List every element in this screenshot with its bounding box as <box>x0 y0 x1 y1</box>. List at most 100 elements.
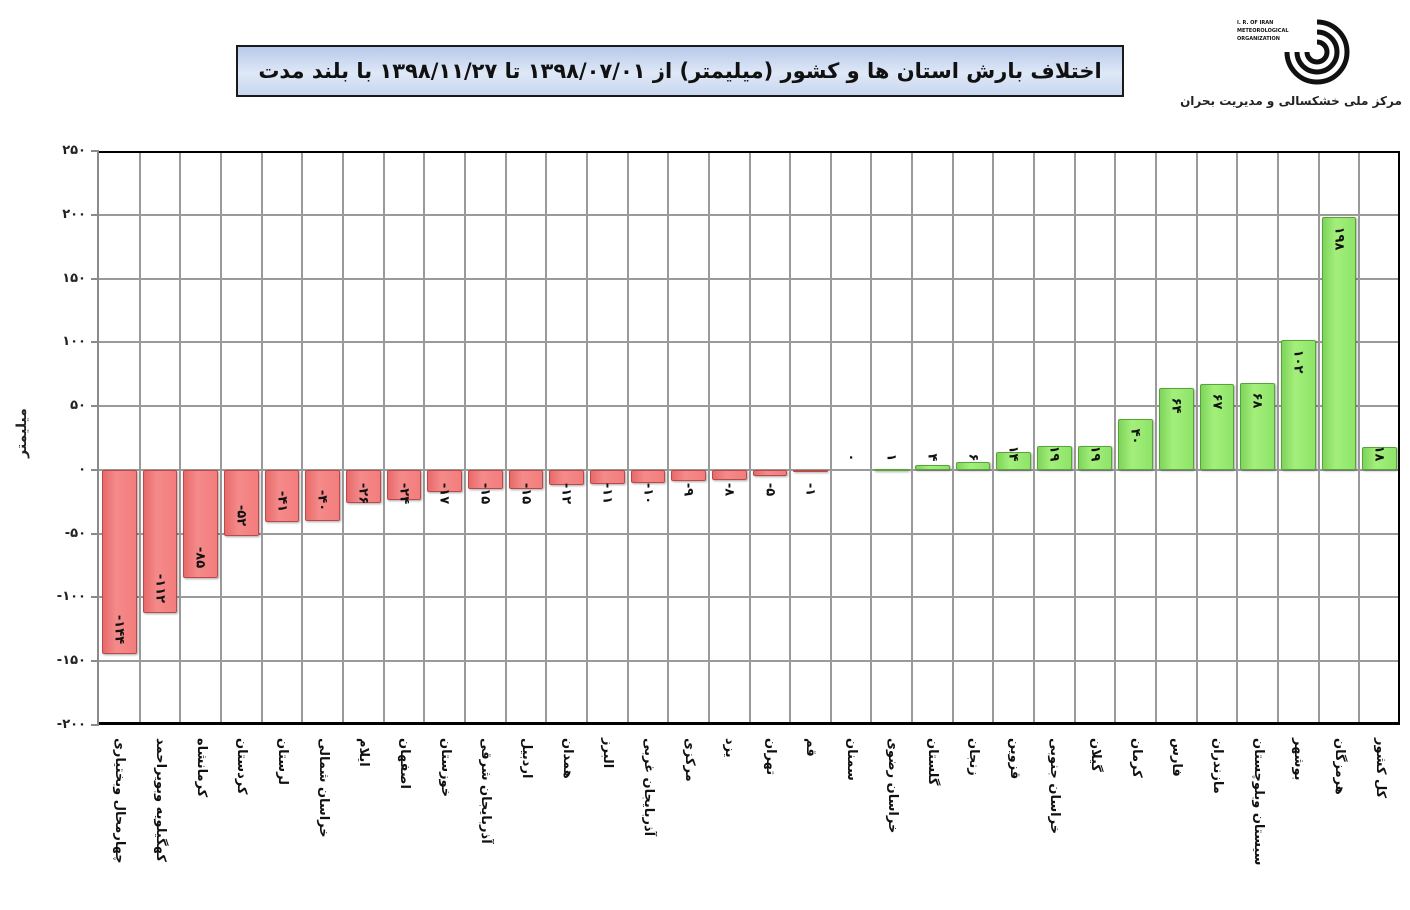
data-label: -۱۴۴ <box>111 614 127 644</box>
gridline-vertical <box>138 151 141 725</box>
bar-negative <box>671 469 706 482</box>
x-axis-category-label: ایلام <box>355 738 373 903</box>
data-label: -۱ <box>802 482 818 497</box>
bar-negative <box>305 469 340 521</box>
data-label: ۱۹ <box>1087 445 1103 462</box>
bar-positive <box>1240 383 1276 470</box>
data-label: -۱۵ <box>477 482 493 504</box>
gridline-vertical <box>260 151 263 725</box>
data-label: -۱۷ <box>436 482 452 504</box>
category-name: گیلان <box>1088 738 1104 772</box>
data-label: -۱۰ <box>640 482 656 504</box>
category-name: کرمانشاه <box>193 738 209 798</box>
category-name: قزوین <box>1006 738 1022 780</box>
bar-negative <box>142 469 178 613</box>
bar-positive <box>955 462 991 470</box>
data-label: -۱۱۲ <box>152 573 168 603</box>
gridline-vertical <box>585 151 588 725</box>
y-axis-tick-label: ۵۰ <box>70 398 86 414</box>
category-name: آذربایجان غربی <box>640 738 656 837</box>
bar-negative <box>183 469 218 579</box>
y-axis-tick-label: ۲۵۰ <box>62 143 86 158</box>
gridline-vertical <box>870 151 873 725</box>
x-axis-category-label: کهگیلویه وبویراحمد <box>152 738 170 903</box>
category-name: زنجان <box>966 738 982 776</box>
data-label: ۱۸ <box>1371 445 1387 462</box>
y-axis-tick-label: -۱۰۰ <box>56 589 86 605</box>
category-name: خراسان رضوی <box>884 738 900 834</box>
category-name: مازندران <box>1210 738 1226 794</box>
category-name: البرز <box>600 738 616 769</box>
gridline-vertical <box>1114 151 1117 725</box>
category-name: خراسان شمالی <box>315 738 331 838</box>
bar-negative <box>752 469 788 477</box>
category-name: تهران <box>762 738 778 776</box>
x-axis-category-label: گیلان <box>1087 738 1105 903</box>
category-name: خوزستان <box>437 738 453 798</box>
gridline-vertical <box>1277 151 1280 725</box>
y-axis-title: میلیمتر <box>14 408 30 458</box>
y-axis-tick-label: -۲۰۰ <box>56 717 86 732</box>
y-axis-tick <box>91 660 99 663</box>
category-name: یزد <box>722 738 738 758</box>
category-name: قم <box>803 738 819 757</box>
gridline-vertical <box>951 151 954 725</box>
x-axis-category-label: همدان <box>559 738 577 903</box>
x-axis-category-label: لرستان <box>274 738 292 903</box>
x-axis-category-label: بوشهر <box>1290 738 1308 903</box>
data-label: -۱۵ <box>518 482 534 504</box>
y-axis-tick <box>91 341 99 344</box>
gridline-vertical <box>463 151 466 725</box>
category-name: خراسان جنوبی <box>1047 738 1063 835</box>
gridline-vertical <box>748 151 751 725</box>
data-label: ۶ <box>965 453 981 462</box>
bar-negative <box>264 469 300 523</box>
data-label: -۸۵ <box>192 547 208 569</box>
bar-negative <box>427 469 462 492</box>
category-name: سیستان وبلوچستان <box>1250 738 1266 866</box>
bar-positive <box>1077 445 1113 470</box>
meteorological-organization-logo-icon: I. R. OF IRAN METEOROLOGICAL ORGANIZATIO… <box>1237 19 1350 85</box>
bar-positive <box>1118 418 1154 470</box>
data-label: -۲۶ <box>355 482 371 504</box>
x-axis-category-label: مازندران <box>1209 738 1227 903</box>
bar-positive <box>996 452 1032 470</box>
logo-line-1: I. R. OF IRAN <box>1237 20 1273 26</box>
gridline-vertical <box>382 151 385 725</box>
x-axis-category-label: زنجان <box>965 738 983 903</box>
category-name: اردبیل <box>518 738 534 779</box>
y-axis-tick <box>91 468 99 471</box>
x-axis-category-label: کرمانشاه <box>193 738 211 903</box>
gridline-vertical <box>789 151 792 725</box>
category-name: هرمزگان <box>1332 738 1348 795</box>
y-axis-tick <box>91 405 99 408</box>
gridline-vertical <box>504 151 507 725</box>
category-name: اصفهان <box>396 738 412 789</box>
bar-negative <box>793 469 828 472</box>
data-label: -۵۲ <box>233 505 249 527</box>
x-axis-category-label: خراسان رضوی <box>884 738 902 903</box>
category-name: کهگیلویه وبویراحمد <box>152 738 168 862</box>
bar-negative <box>630 469 666 483</box>
data-label: -۴۰ <box>314 489 330 512</box>
y-axis-tick <box>91 724 99 726</box>
x-axis-category-label: کردستان <box>233 738 251 903</box>
gridline-vertical <box>1195 151 1198 725</box>
data-label: -۴۱ <box>274 491 290 513</box>
bar-positive <box>1159 388 1194 470</box>
category-name: همدان <box>559 738 575 779</box>
gridline-vertical <box>179 151 182 725</box>
y-axis-tick <box>91 150 99 152</box>
data-label: ۶۷ <box>1209 393 1225 410</box>
gridline-vertical <box>829 151 832 725</box>
gridline-vertical <box>423 151 426 725</box>
x-axis-category-label: قم <box>802 738 820 903</box>
x-axis-category-label: البرز <box>599 738 617 903</box>
bar-positive <box>1199 384 1235 470</box>
x-axis-category-label: سمنان <box>843 738 861 903</box>
data-label: ۱۹۸ <box>1331 226 1347 251</box>
x-axis-category-label: اصفهان <box>396 738 414 903</box>
data-label: -۹ <box>680 482 696 497</box>
category-name: بوشهر <box>1291 738 1307 781</box>
gridline-vertical <box>911 151 914 725</box>
